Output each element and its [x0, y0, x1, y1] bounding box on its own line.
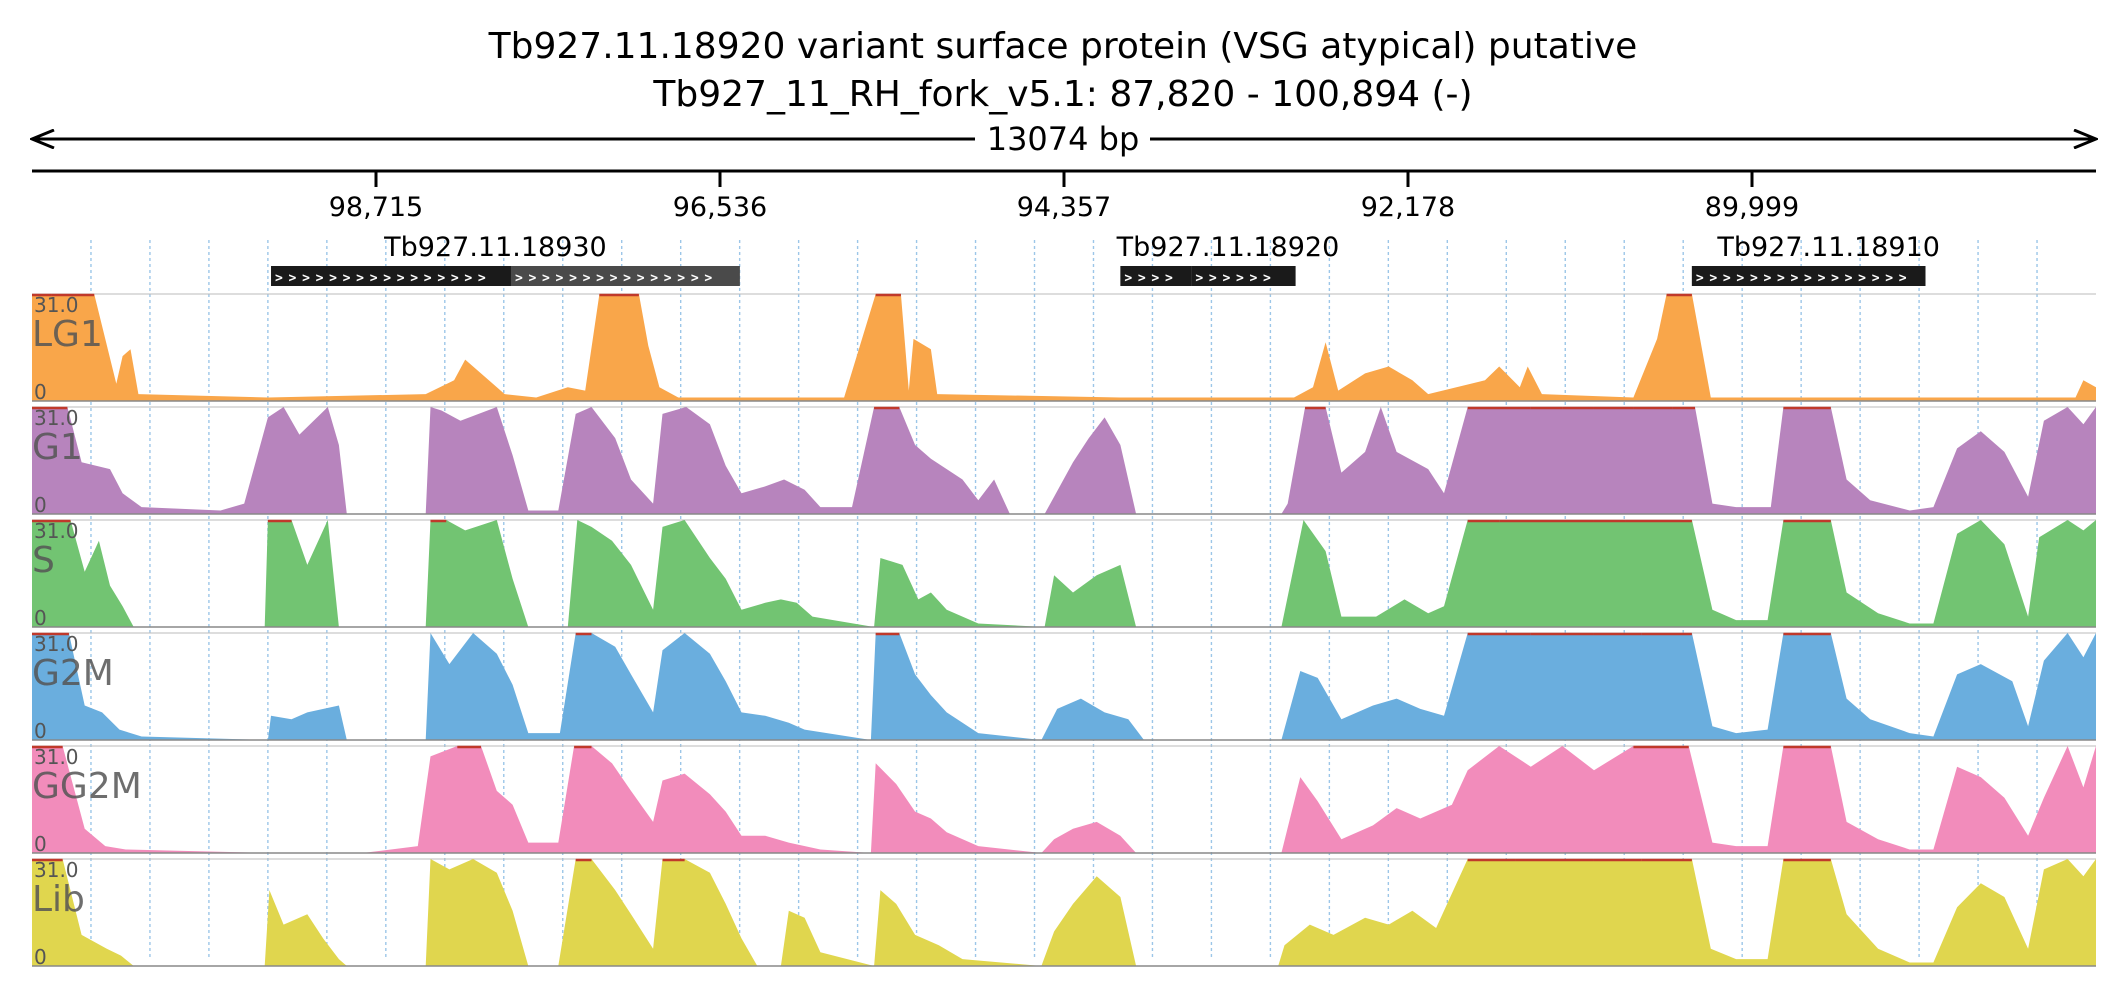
gene-label: Tb927.11.18920 — [1116, 232, 1340, 263]
gene-direction-arrows: >>>>>> — [1195, 271, 1276, 286]
track-gg2m: 31.0 0 GG2M — [32, 745, 2096, 856]
track-ymin-label: 0 — [34, 945, 47, 969]
axis-tick-label: 98,715 — [329, 192, 423, 223]
gene-label: Tb927.11.18930 — [383, 232, 607, 263]
coverage-tracks: 31.00LG131.00G131.00S31.00G2M31.00GG2M31… — [32, 293, 2096, 969]
track-ymax-label: 31.0 — [34, 293, 79, 317]
coverage-area — [32, 407, 2096, 514]
region-subtitle: Tb927_11_RH_fork_v5.1: 87,820 - 100,894 … — [652, 74, 1472, 115]
axis-tick-label: 89,999 — [1705, 192, 1799, 223]
track-name: G1 — [32, 427, 83, 468]
track-ymax-label: 31.0 — [34, 519, 79, 543]
track-ymin-label: 0 — [34, 380, 47, 404]
track-name: S — [32, 540, 55, 581]
track-ymin-label: 0 — [34, 832, 47, 856]
track-lib: 31.0 0 Lib — [32, 858, 2096, 969]
gene-direction-arrows: >>>> — [1124, 271, 1178, 286]
track-s: 31.0 0 S — [32, 519, 2096, 630]
coverage-area — [32, 294, 2096, 401]
track-name: G2M — [32, 653, 114, 694]
axis-tick-label: 94,357 — [1017, 192, 1111, 223]
gene-block — [271, 266, 511, 286]
gene-block — [1120, 266, 1192, 286]
coverage-area — [32, 746, 2096, 853]
track-g2m: 31.0 0 G2M — [32, 632, 2096, 743]
track-g1: 31.0 0 G1 — [32, 406, 2096, 517]
coverage-area — [32, 520, 2096, 627]
track-name: GG2M — [32, 766, 142, 807]
axis-tick-label: 92,178 — [1361, 192, 1455, 223]
gene-label: Tb927.11.18910 — [1716, 232, 1940, 263]
gene-direction-arrows: >>>>>>>>>>>>>>>> — [1696, 271, 1912, 286]
track-ymin-label: 0 — [34, 493, 47, 517]
track-ymax-label: 31.0 — [34, 632, 79, 656]
gene-direction-arrows: >>>>>>>>>>>>>>> — [515, 271, 718, 286]
axis-tick-label: 96,536 — [673, 192, 767, 223]
span-label: 13074 bp — [987, 120, 1140, 158]
coverage-area — [32, 633, 2096, 740]
track-ymin-label: 0 — [34, 719, 47, 743]
gene-direction-arrows: >>>>>>>>>>>>>>>> — [275, 271, 491, 286]
track-name: Lib — [32, 879, 85, 920]
track-ymax-label: 31.0 — [34, 406, 79, 430]
gene-block — [1191, 266, 1296, 286]
track-lg1: 31.0 0 LG1 — [32, 293, 2096, 404]
gene-track: Tb927.11.18930>>>>>>>>>>>>>>>> >>>>>>>>>>… — [271, 232, 1940, 286]
track-name: LG1 — [32, 314, 103, 355]
track-ymax-label: 31.0 — [34, 858, 79, 882]
gene-block — [510, 266, 740, 286]
track-ymax-label: 31.0 — [34, 745, 79, 769]
coverage-area — [32, 859, 2096, 966]
chart-title: Tb927.11.18920 variant surface protein (… — [488, 26, 1638, 67]
axis-ticks: 98,715 96,536 94,357 92,178 89,999 — [329, 171, 1799, 223]
gene-block — [1691, 266, 1926, 286]
track-ymin-label: 0 — [34, 606, 47, 630]
